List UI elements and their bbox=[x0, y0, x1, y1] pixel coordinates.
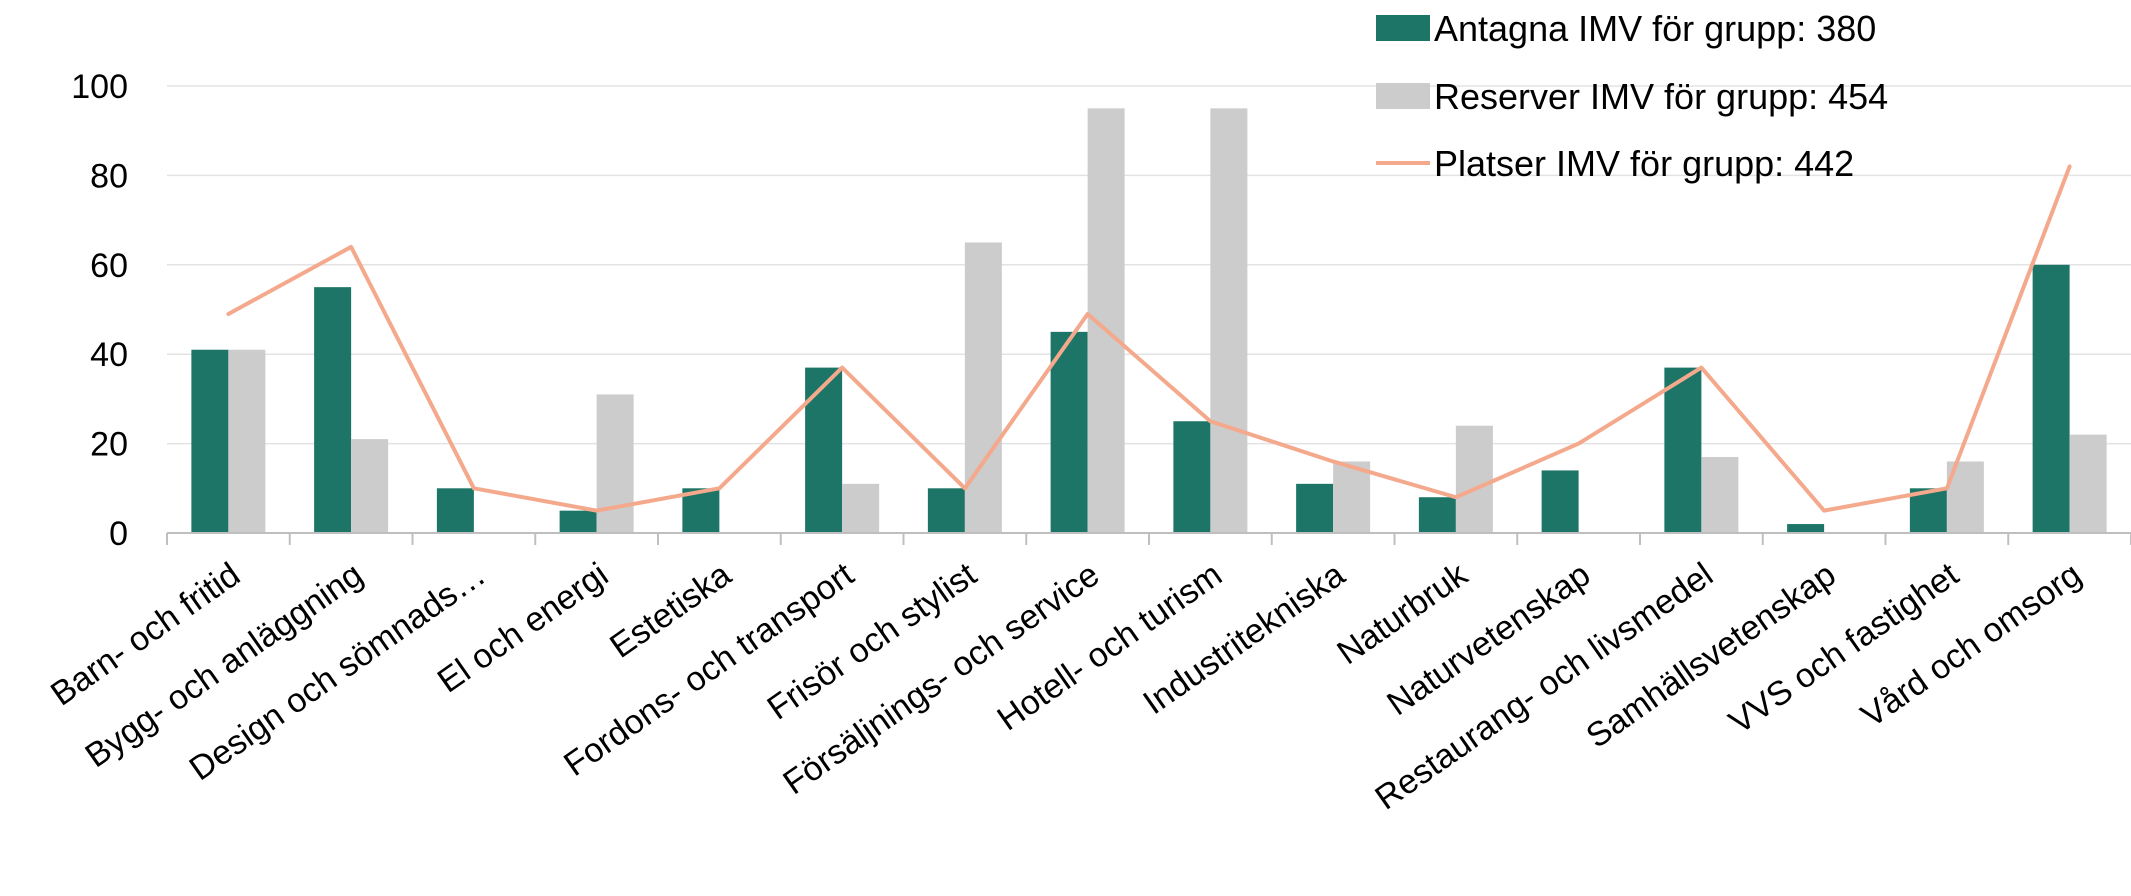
antagna-bar-5 bbox=[805, 367, 843, 533]
platser-line bbox=[226, 164, 2072, 513]
reserver-bar-10 bbox=[1455, 425, 1493, 533]
legend-label-2: Platser IMV för grupp: 442 bbox=[1434, 143, 1854, 184]
x-category-label: Frisör och stylist bbox=[760, 555, 983, 727]
gridlines bbox=[167, 85, 2131, 445]
x-category-label: Hotell- och turism bbox=[990, 555, 1228, 738]
reserver-bar-5 bbox=[842, 483, 880, 533]
reserver-bar-3 bbox=[596, 394, 634, 533]
antagna-bar-11 bbox=[1541, 470, 1579, 533]
x-category-label: Naturvetenskap bbox=[1380, 555, 1597, 723]
platser-series-line bbox=[226, 164, 2072, 513]
legend: Antagna IMV för grupp: 380 Reserver IMV f… bbox=[1376, 8, 1888, 184]
antagna-bar-0 bbox=[191, 349, 229, 533]
x-category-label: VVS och fastighet bbox=[1722, 555, 1966, 741]
legend-label-0: Antagna IMV för grupp: 380 bbox=[1434, 8, 1876, 49]
y-tick-label: 80 bbox=[90, 157, 128, 195]
y-tick-label: 100 bbox=[71, 68, 128, 106]
legend-swatch-0 bbox=[1376, 15, 1430, 41]
antagna-bar-1 bbox=[314, 287, 352, 533]
antagna-bar-10 bbox=[1418, 497, 1456, 533]
legend-swatch-1 bbox=[1376, 83, 1430, 109]
antagna-bar-7 bbox=[1050, 331, 1088, 533]
reserver-bar-9 bbox=[1333, 461, 1371, 533]
axes bbox=[166, 532, 2131, 545]
x-category-label: Industritekniska bbox=[1136, 555, 1351, 722]
y-tick-label: 40 bbox=[90, 336, 128, 374]
antagna-bar-12 bbox=[1664, 367, 1702, 533]
antagna-bar-3 bbox=[559, 510, 597, 533]
y-tick-label: 20 bbox=[90, 426, 128, 464]
antagna-bar-15 bbox=[2032, 264, 2070, 533]
antagna-bar-8 bbox=[1173, 421, 1211, 533]
legend-label-1: Reserver IMV för grupp: 454 bbox=[1434, 76, 1888, 117]
reserver-bar-15 bbox=[2069, 434, 2107, 533]
antagna-bar-13 bbox=[1787, 524, 1825, 533]
y-tick-labels: 0 20 40 60 80 100 bbox=[71, 68, 128, 553]
reserver-bar-8 bbox=[1210, 108, 1248, 533]
x-category-label: Vård och omsorg bbox=[1854, 555, 2088, 735]
y-tick-label: 0 bbox=[109, 515, 128, 553]
reserver-bar-6 bbox=[964, 242, 1002, 533]
reserver-bar-0 bbox=[228, 349, 266, 533]
antagna-bar-9 bbox=[1296, 483, 1334, 533]
antagna-bar-2 bbox=[436, 488, 474, 533]
reserver-bar-12 bbox=[1701, 457, 1739, 533]
antagna-bar-6 bbox=[927, 488, 965, 533]
y-tick-label: 60 bbox=[90, 247, 128, 285]
bars bbox=[191, 108, 2107, 533]
reserver-bar-1 bbox=[351, 439, 389, 533]
